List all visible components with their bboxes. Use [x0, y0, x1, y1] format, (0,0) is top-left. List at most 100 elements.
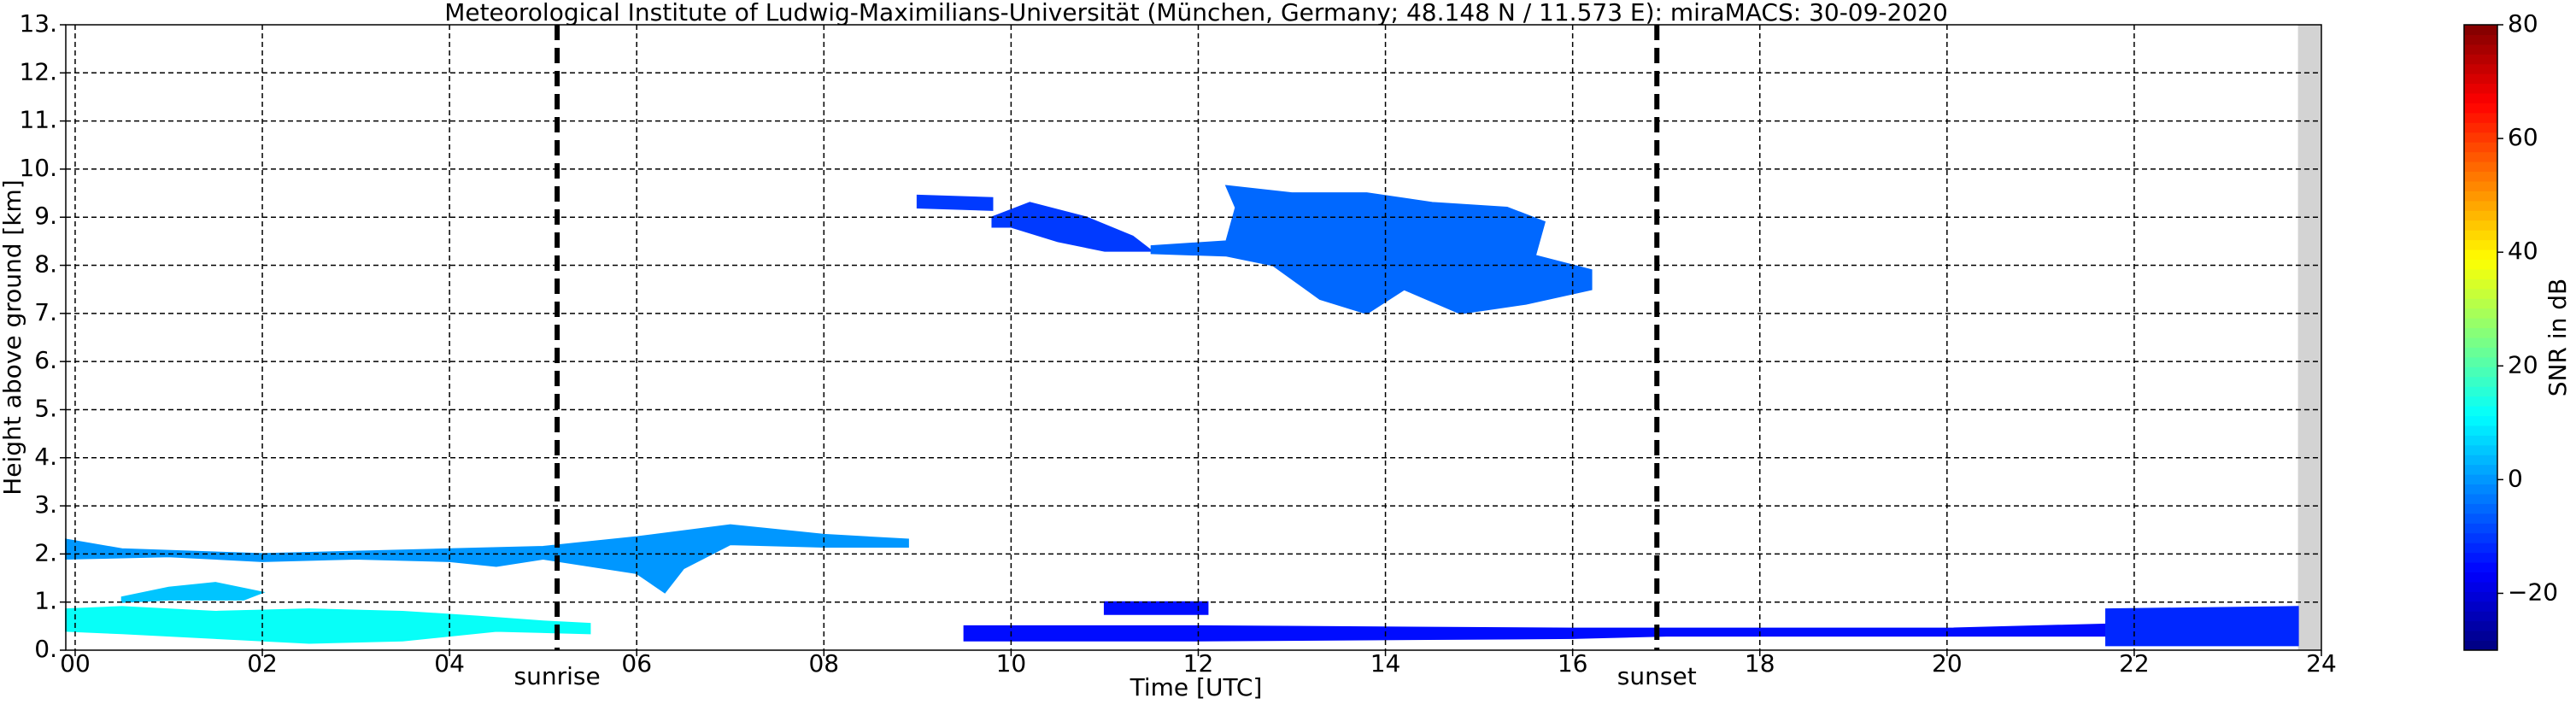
missing-data — [2297, 25, 2321, 650]
y-tick-label: 1. — [34, 587, 57, 615]
colorbar-swatch — [2464, 103, 2497, 114]
echo-region — [991, 202, 1154, 252]
colorbar-swatch — [2464, 327, 2497, 338]
echo-region — [2105, 606, 2299, 647]
colorbar-swatch — [2464, 434, 2497, 446]
plot-area — [66, 25, 2321, 650]
colorbar-tick-label: 20 — [2508, 350, 2538, 378]
x-tick-label: 02 — [247, 649, 278, 678]
x-axis-label: Time [UTC] — [1130, 673, 1263, 701]
colorbar-swatch — [2464, 180, 2497, 191]
y-tick-label: 5. — [34, 394, 57, 422]
x-tick-label: 20 — [1932, 649, 1963, 678]
colorbar-swatch — [2464, 376, 2497, 387]
colorbar-swatch — [2464, 502, 2497, 514]
x-tick-label: 12 — [1183, 649, 1214, 678]
colorbar-swatch — [2464, 92, 2497, 103]
colorbar-swatch — [2464, 542, 2497, 554]
y-tick-label: 7. — [34, 298, 57, 326]
colorbar-swatch — [2464, 561, 2497, 572]
colorbar-swatch — [2464, 581, 2497, 592]
y-axis-label: Height above ground [km] — [0, 179, 26, 496]
colorbar-swatch — [2464, 141, 2497, 153]
colorbar-swatch — [2464, 473, 2497, 485]
colorbar-swatch — [2464, 220, 2497, 231]
colorbar-swatch — [2464, 121, 2497, 133]
colorbar-swatch — [2464, 385, 2497, 397]
x-tick-label: 06 — [621, 649, 652, 678]
colorbar-swatch — [2464, 640, 2497, 651]
y-tick-label: 11. — [19, 106, 57, 134]
colorbar-swatch — [2464, 73, 2497, 85]
colorbar-swatch — [2464, 44, 2497, 55]
colorbar-swatch — [2464, 63, 2497, 74]
colorbar-swatch — [2464, 249, 2497, 260]
colorbar-frame — [2463, 24, 2498, 651]
colorbar-swatch — [2464, 346, 2497, 358]
colorbar-swatch — [2464, 552, 2497, 563]
colorbar-swatch — [2464, 288, 2497, 299]
x-tick-label: 08 — [808, 649, 839, 678]
colorbar-swatch — [2464, 297, 2497, 309]
colorbar-swatch — [2464, 209, 2497, 221]
colorbar-swatch — [2464, 396, 2497, 407]
y-tick-label: 0. — [34, 635, 57, 663]
colorbar-swatch — [2464, 308, 2497, 319]
colorbar-swatch — [2464, 484, 2497, 495]
colorbar-tick-label: 0 — [2508, 464, 2523, 492]
x-tick-label: 18 — [1745, 649, 1775, 678]
colorbar-swatch — [2464, 161, 2497, 173]
colorbar-swatch — [2464, 200, 2497, 211]
colorbar-swatch — [2464, 601, 2497, 612]
colorbar-swatch — [2464, 532, 2497, 543]
colorbar-swatch — [2464, 317, 2497, 329]
colorbar-swatch — [2464, 171, 2497, 182]
echo-region — [65, 524, 909, 594]
colorbar-swatch — [2464, 53, 2497, 65]
colorbar-swatch — [2464, 259, 2497, 270]
colorbar-swatch — [2464, 572, 2497, 583]
colorbar-swatch — [2464, 405, 2497, 416]
x-tick-label: 24 — [2306, 649, 2337, 678]
y-tick-label: 6. — [34, 346, 57, 374]
colorbar-tick-label: −20 — [2508, 578, 2558, 606]
colorbar-label: SNR in dB — [2544, 279, 2572, 396]
colorbar-swatch — [2464, 620, 2497, 631]
y-tick-label: 13. — [19, 9, 57, 38]
colorbar-swatch — [2464, 464, 2497, 475]
y-tick-label: 10. — [19, 154, 57, 182]
colorbar-swatch — [2464, 415, 2497, 426]
colorbar-swatch — [2464, 24, 2497, 35]
colorbar-swatch — [2464, 522, 2497, 534]
y-tick-label: 2. — [34, 538, 57, 566]
x-tick-label: 00 — [60, 649, 91, 678]
x-tick-label: 22 — [2119, 649, 2150, 678]
colorbar-swatch — [2464, 366, 2497, 378]
y-tick-label: 4. — [34, 443, 57, 471]
colorbar-swatch — [2464, 590, 2497, 602]
colorbar-swatch — [2464, 239, 2497, 250]
x-tick-label: 04 — [434, 649, 465, 678]
colorbar-swatch — [2464, 229, 2497, 241]
colorbar-swatch — [2464, 356, 2497, 367]
y-tick-label: 3. — [34, 490, 57, 519]
chart-title: Meteorological Institute of Ludwig-Maxim… — [444, 0, 1948, 26]
colorbar-swatch — [2464, 493, 2497, 504]
colorbar-swatch — [2464, 190, 2497, 202]
plot-frame — [65, 24, 2322, 651]
colorbar-swatch — [2464, 454, 2497, 466]
event-label: sunset — [1617, 662, 1697, 690]
y-tick-label: 9. — [34, 202, 57, 230]
colorbar-swatch — [2464, 83, 2497, 94]
colorbar-tick-label: 80 — [2508, 9, 2538, 38]
y-tick-label: 8. — [34, 250, 57, 279]
colorbar-swatch — [2464, 151, 2497, 162]
colorbar-swatch — [2464, 337, 2497, 348]
colorbar-swatch — [2464, 610, 2497, 622]
colorbar-swatch — [2464, 132, 2497, 143]
x-tick-label: 10 — [996, 649, 1027, 678]
colorbar-tick-label: 40 — [2508, 237, 2538, 265]
colorbar-swatch — [2464, 425, 2497, 436]
echo-region — [916, 194, 994, 211]
